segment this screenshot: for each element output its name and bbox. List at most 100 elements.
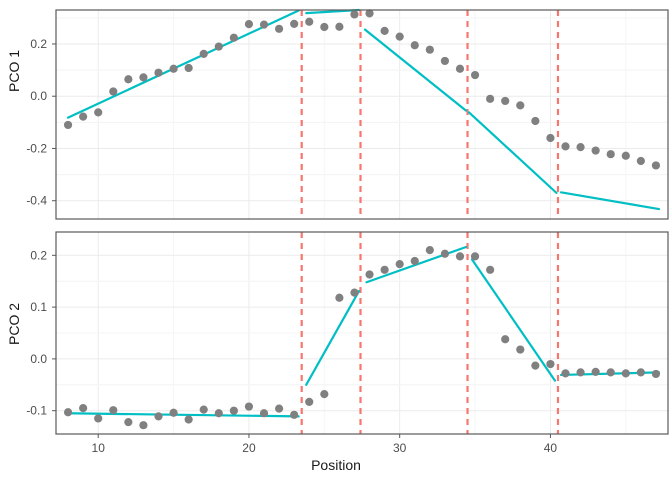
- data-point: [290, 19, 299, 28]
- data-point: [305, 397, 314, 406]
- data-point: [199, 405, 208, 414]
- panel-1: 0.2 0.0 -0.2 -0.4: [26, 8, 669, 220]
- fit-segment: [363, 28, 468, 112]
- x-tick-label: 30: [393, 441, 407, 455]
- x-tick-label: 40: [544, 441, 558, 455]
- x-tick-label: 10: [92, 441, 106, 455]
- data-point: [320, 22, 329, 32]
- data-point: [274, 404, 284, 413]
- data-point: [636, 368, 645, 377]
- data-point: [546, 133, 555, 143]
- data-point: [350, 10, 359, 19]
- panel-border: [55, 231, 669, 435]
- y-tick-label: 0.2: [30, 37, 47, 51]
- data-point: [380, 265, 389, 274]
- data-point: [576, 368, 585, 377]
- fit-segment: [467, 111, 558, 194]
- fit-segment: [470, 258, 557, 382]
- data-point: [350, 288, 359, 297]
- data-point: [486, 265, 495, 274]
- y-tick-label: 0.2: [30, 248, 47, 262]
- panel-background: [56, 10, 668, 219]
- y-tick-label: -0.2: [26, 141, 47, 155]
- y-tick-label: 0.0: [30, 89, 47, 103]
- data-point: [651, 369, 661, 379]
- data-point: [531, 361, 540, 370]
- data-point: [109, 87, 118, 96]
- data-point: [139, 73, 148, 82]
- data-point: [591, 367, 600, 376]
- data-point: [651, 161, 661, 170]
- data-point: [79, 404, 88, 413]
- data-point: [335, 22, 344, 31]
- data-point: [410, 256, 419, 266]
- panel-2: 0.2 0.1 0.0 -0.1: [26, 231, 669, 435]
- data-point: [516, 101, 525, 110]
- data-point: [229, 33, 238, 42]
- data-point: [290, 410, 299, 419]
- data-point: [380, 26, 389, 35]
- y-axis-title-panel2: PCO 2: [6, 302, 22, 345]
- data-point: [199, 49, 208, 58]
- data-point: [410, 41, 419, 50]
- data-point: [546, 359, 555, 369]
- data-point: [63, 408, 73, 417]
- x-tick-label: 20: [242, 441, 256, 455]
- data-point: [561, 369, 570, 378]
- data-point: [94, 414, 103, 423]
- data-point: [184, 415, 193, 424]
- data-point: [455, 64, 465, 73]
- fit-segment: [66, 9, 300, 119]
- data-point: [274, 24, 284, 33]
- x-axis: 10 20 30 40: [92, 434, 558, 455]
- data-point: [244, 402, 254, 411]
- data-point: [591, 146, 600, 155]
- data-point: [425, 45, 434, 54]
- data-point: [606, 150, 615, 159]
- fit-segment: [559, 191, 661, 211]
- data-point: [94, 108, 103, 117]
- data-point: [531, 116, 540, 126]
- y-tick-label: -0.1: [26, 404, 47, 418]
- data-point: [621, 151, 630, 160]
- x-axis-title: Position: [311, 457, 361, 473]
- data-point: [470, 70, 480, 80]
- data-point: [320, 390, 329, 399]
- data-point: [335, 293, 344, 302]
- data-point: [124, 417, 133, 427]
- data-point: [259, 409, 269, 418]
- data-point: [244, 20, 254, 29]
- data-point: [139, 421, 148, 430]
- data-point: [63, 120, 73, 130]
- data-point: [79, 112, 88, 121]
- data-point: [184, 63, 193, 73]
- data-point: [124, 75, 133, 84]
- data-point: [561, 142, 570, 151]
- fit-segment: [305, 289, 361, 386]
- data-point: [606, 368, 615, 377]
- data-point: [486, 94, 495, 103]
- data-point: [516, 345, 525, 354]
- fit-segment: [66, 412, 300, 418]
- data-point: [229, 406, 238, 415]
- data-point: [501, 96, 510, 106]
- data-point: [169, 64, 178, 73]
- data-point: [395, 260, 404, 269]
- data-point: [395, 32, 404, 41]
- data-point: [455, 252, 465, 261]
- data-point: [440, 56, 450, 66]
- y-tick-label: 0.1: [30, 300, 47, 314]
- data-point: [365, 9, 374, 18]
- data-point: [259, 20, 269, 29]
- data-point: [109, 406, 118, 415]
- data-point: [636, 156, 645, 166]
- data-point: [154, 412, 163, 421]
- y-tick-label: -0.4: [26, 194, 47, 208]
- data-point: [365, 270, 374, 279]
- data-point: [621, 369, 630, 378]
- data-point: [576, 143, 585, 152]
- data-point: [214, 409, 223, 418]
- y-tick-label: 0.0: [30, 352, 47, 366]
